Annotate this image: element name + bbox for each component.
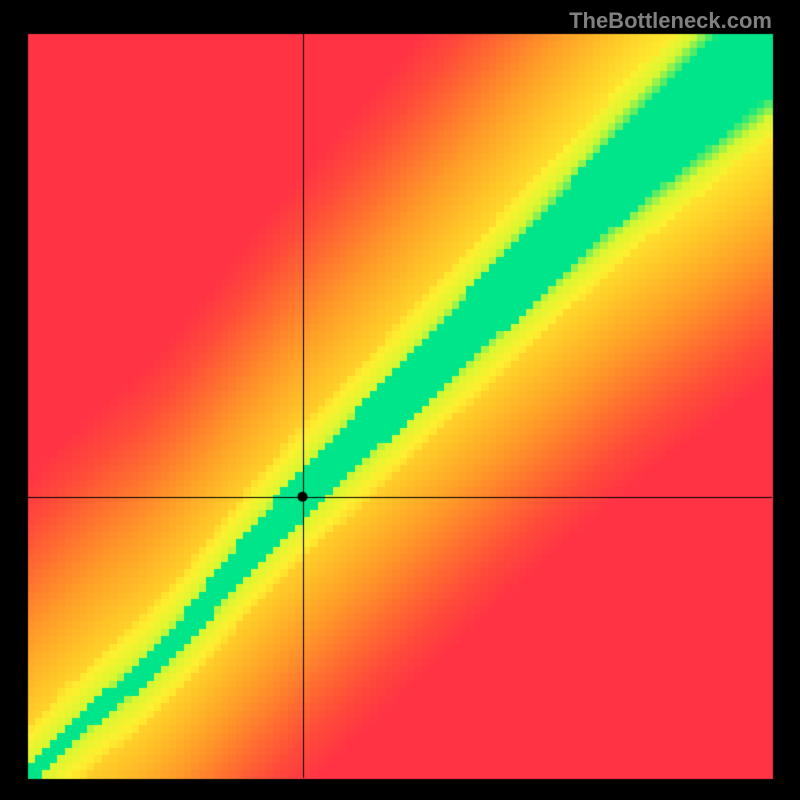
heatmap-plot	[0, 0, 800, 800]
watermark-text: TheBottleneck.com	[569, 8, 772, 34]
